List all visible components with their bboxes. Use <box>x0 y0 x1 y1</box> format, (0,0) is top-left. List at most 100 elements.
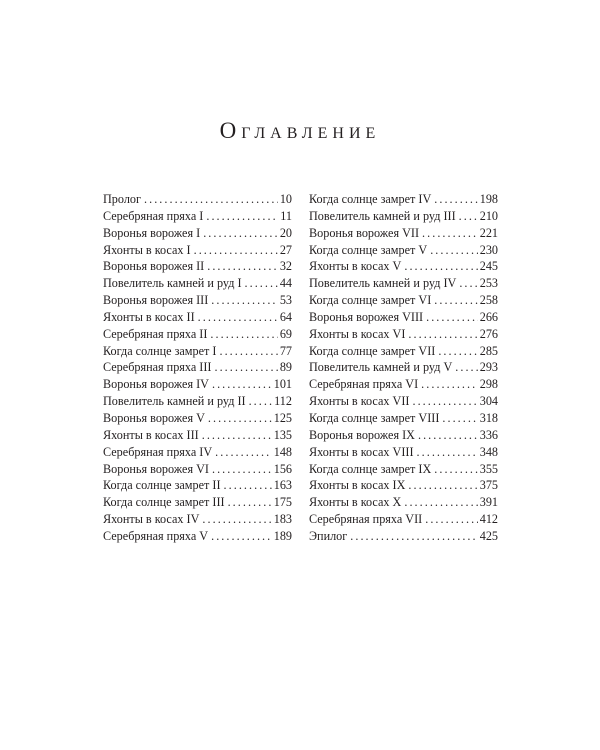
toc-entry-page: 135 <box>273 427 292 442</box>
toc-entry-page: 64 <box>279 309 292 324</box>
toc-entry-title: Яхонты в косах III <box>103 427 199 442</box>
toc-entry-title: Пролог <box>103 192 142 206</box>
dot-leader <box>224 477 272 494</box>
dot-leader <box>455 359 477 376</box>
toc-entry: Воронья ворожея IV 101 <box>103 376 292 393</box>
toc-entry-title: Воронья ворожея I <box>103 225 201 240</box>
dot-leader <box>426 309 478 326</box>
toc-entry-page: 20 <box>279 225 292 240</box>
toc-entry-page: 245 <box>479 259 498 274</box>
toc-entry-page: 32 <box>279 259 292 274</box>
toc-entry-title: Воронья ворожея V <box>103 410 205 425</box>
toc-entry-page: 10 <box>279 192 292 206</box>
toc-entry-title: Воронья ворожея IV <box>103 377 209 392</box>
toc-entry-title: Серебряная пряха VII <box>309 512 423 527</box>
toc-entry: Когда солнце замрет IX 355 <box>309 461 498 478</box>
toc-entry: Яхонты в косах I 27 <box>103 242 292 259</box>
dot-leader <box>212 461 272 478</box>
toc-entry-page: 156 <box>273 461 292 476</box>
toc-entry-page: 412 <box>479 512 498 527</box>
toc-entry-page: 258 <box>479 293 498 308</box>
toc-entry: Серебряная пряха IV 148 <box>103 444 292 461</box>
toc-entry-title: Когда солнце замрет I <box>103 343 217 358</box>
toc-entry: Когда солнце замрет I 77 <box>103 343 292 360</box>
toc-entry-title: Когда солнце замрет VI <box>309 293 432 308</box>
toc-entry-title: Воронья ворожея II <box>103 259 205 274</box>
toc-entry: Повелитель камней и руд II 112 <box>103 393 292 410</box>
toc-entry: Серебряная пряха V 189 <box>103 528 292 545</box>
toc-entry-page: 318 <box>479 410 498 425</box>
toc-entry: Серебряная пряха VI 298 <box>309 376 498 393</box>
toc-entry-page: 285 <box>479 343 498 358</box>
toc-entry-page: 348 <box>479 444 498 459</box>
toc-entry-page: 44 <box>279 276 292 291</box>
page-title: Оглавление <box>219 118 381 143</box>
toc-entry-page: 11 <box>280 208 292 223</box>
dot-leader <box>404 258 477 275</box>
dot-leader <box>212 376 272 393</box>
toc-entry: Эпилог 425 <box>309 528 498 545</box>
dot-leader <box>211 292 278 309</box>
toc-entry-title: Когда солнце замрет III <box>103 495 225 510</box>
toc-entry: Яхонты в косах VI 276 <box>309 326 498 343</box>
dot-leader <box>434 461 477 478</box>
toc-entry-title: Серебряная пряха III <box>103 360 212 375</box>
toc-entry-title: Яхонты в косах VI <box>309 326 406 341</box>
dot-leader <box>215 444 272 461</box>
toc-entry-page: 69 <box>279 326 292 341</box>
toc-entry-title: Повелитель камней и руд III <box>309 208 456 223</box>
toc-entry-page: 336 <box>479 427 498 442</box>
toc-entry-page: 375 <box>479 478 498 493</box>
toc-entry-page: 355 <box>479 461 498 476</box>
dot-leader <box>228 494 272 511</box>
toc-entry: Повелитель камней и руд I 44 <box>103 275 292 292</box>
dot-leader <box>208 410 272 427</box>
toc-entry: Повелитель камней и руд V 293 <box>309 359 498 376</box>
dot-leader <box>211 528 272 545</box>
toc-entry: Пролог 10 <box>103 191 292 208</box>
dot-leader <box>438 343 477 360</box>
toc-entry: Когда солнце замрет IV 198 <box>309 191 498 208</box>
toc-entry-title: Воронья ворожея IX <box>309 427 415 442</box>
toc-entry: Серебряная пряха VII 412 <box>309 511 498 528</box>
toc-entry: Яхонты в косах IX 375 <box>309 477 498 494</box>
toc-entry-title: Когда солнце замрет IV <box>309 192 432 206</box>
toc-entry: Воронья ворожея V 125 <box>103 410 292 427</box>
toc-entry-title: Яхонты в косах IV <box>103 512 200 527</box>
toc-entry: Яхонты в косах III 135 <box>103 427 292 444</box>
toc-entry-page: 198 <box>479 192 498 206</box>
toc-left-column: Пролог 10 Серебряная пряха I 11 Воронья воро… <box>103 191 292 545</box>
dot-leader <box>434 292 477 309</box>
toc-entry-page: 148 <box>273 444 292 459</box>
toc-entry: Воронья ворожея VIII 266 <box>309 309 498 326</box>
toc-right-column: Когда солнце замрет IV 198 Повелитель камн… <box>309 191 498 545</box>
toc-entry-title: Когда солнце замрет VIII <box>309 410 440 425</box>
dot-leader <box>203 225 278 242</box>
toc-entry-page: 163 <box>273 478 292 493</box>
dot-leader <box>350 528 477 545</box>
toc-entry: Когда солнце замрет VII 285 <box>309 343 498 360</box>
dot-leader <box>202 511 271 528</box>
dot-leader <box>430 242 478 259</box>
dot-leader <box>219 343 277 360</box>
toc-entry: Воронья ворожея III 53 <box>103 292 292 309</box>
toc-entry-title: Воронья ворожея III <box>103 293 209 308</box>
toc-entry: Яхонты в косах VIII 348 <box>309 444 498 461</box>
toc-entry-title: Когда солнце замрет II <box>103 478 221 493</box>
toc-entry-title: Повелитель камней и руд II <box>103 394 246 409</box>
toc-entry-page: 230 <box>479 242 498 257</box>
dot-leader <box>408 326 477 343</box>
dot-leader <box>425 511 478 528</box>
dot-leader <box>434 191 477 208</box>
toc-entry: Когда солнце замрет II 163 <box>103 477 292 494</box>
toc-entry: Яхонты в косах II 64 <box>103 309 292 326</box>
dot-leader <box>207 258 278 275</box>
toc-entry-page: 89 <box>279 360 292 375</box>
dot-leader <box>404 494 477 511</box>
toc-entry-page: 183 <box>273 512 292 527</box>
toc-entry-page: 101 <box>273 377 292 392</box>
dot-leader <box>421 376 478 393</box>
toc-entry-page: 293 <box>479 360 498 375</box>
toc-entry-page: 221 <box>479 225 498 240</box>
toc-entry-title: Когда солнце замрет VII <box>309 343 436 358</box>
